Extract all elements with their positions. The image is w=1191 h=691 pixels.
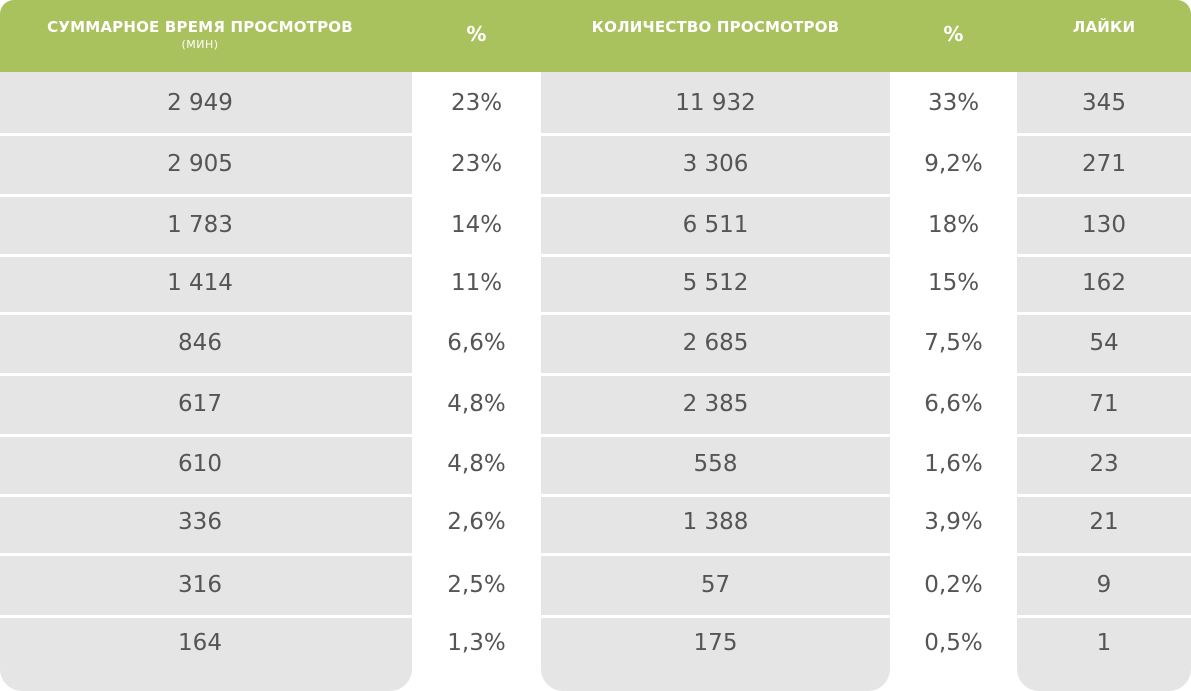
row-divider bbox=[0, 254, 1191, 257]
header-views-title: КОЛИЧЕСТВО ПРОСМОТРОВ bbox=[591, 18, 840, 36]
cell-views-percent: 18% bbox=[927, 212, 980, 238]
cell-likes: 23 bbox=[1089, 451, 1119, 477]
row-divider bbox=[0, 494, 1191, 497]
cell-watch-time-percent: 2,5% bbox=[447, 572, 506, 598]
column-bg-views bbox=[541, 72, 890, 691]
cell-views-percent: 33% bbox=[927, 90, 980, 116]
cell-views: 57 bbox=[700, 572, 731, 598]
cell-watch-time-percent: 4,8% bbox=[447, 451, 506, 477]
cell-likes: 21 bbox=[1089, 509, 1119, 535]
cell-watch-time: 617 bbox=[178, 391, 222, 417]
cell-watch-time: 610 bbox=[178, 451, 222, 477]
cell-watch-time-percent: 6,6% bbox=[447, 330, 506, 356]
header-likes-title: ЛАЙКИ bbox=[1072, 18, 1136, 36]
cell-watch-time: 1 783 bbox=[167, 212, 233, 238]
cell-watch-time: 164 bbox=[178, 630, 222, 656]
header-watch-time: СУММАРНОЕ ВРЕМЯ ПРОСМОТРОВ (МИН) bbox=[0, 0, 400, 72]
row-divider bbox=[0, 373, 1191, 376]
cell-likes: 271 bbox=[1082, 151, 1126, 177]
cell-watch-time: 2 905 bbox=[167, 151, 233, 177]
header-watch-time-percent: % bbox=[412, 0, 541, 72]
cell-views-percent: 7,5% bbox=[924, 330, 983, 356]
cell-watch-time: 316 bbox=[178, 572, 222, 598]
cell-views-percent: 0,5% bbox=[924, 630, 983, 656]
cell-views: 175 bbox=[693, 630, 738, 656]
cell-watch-time-percent: 14% bbox=[450, 212, 503, 238]
row-divider bbox=[0, 434, 1191, 437]
cell-views: 3 306 bbox=[682, 151, 749, 177]
row-divider bbox=[0, 133, 1191, 136]
cell-watch-time-percent: 4,8% bbox=[447, 391, 506, 417]
cell-views-percent: 9,2% bbox=[924, 151, 983, 177]
cell-likes: 345 bbox=[1082, 90, 1126, 116]
cell-views: 6 511 bbox=[682, 212, 749, 238]
header-percent-title: % bbox=[943, 22, 964, 46]
cell-likes: 130 bbox=[1082, 212, 1126, 238]
cell-views: 1 388 bbox=[682, 509, 749, 535]
cell-watch-time-percent: 11% bbox=[450, 270, 503, 296]
cell-watch-time: 846 bbox=[178, 330, 222, 356]
cell-views-percent: 15% bbox=[927, 270, 980, 296]
row-divider bbox=[0, 312, 1191, 315]
cell-views: 2 385 bbox=[682, 391, 749, 417]
cell-watch-time-percent: 2,6% bbox=[447, 509, 506, 535]
column-bg-watch-time bbox=[0, 72, 412, 691]
cell-likes: 1 bbox=[1096, 630, 1112, 656]
row-divider bbox=[0, 194, 1191, 197]
header-views: КОЛИЧЕСТВО ПРОСМОТРОВ bbox=[541, 0, 890, 72]
cell-watch-time-percent: 23% bbox=[450, 90, 503, 116]
cell-views-percent: 3,9% bbox=[924, 509, 983, 535]
header-watch-time-title: СУММАРНОЕ ВРЕМЯ ПРОСМОТРОВ bbox=[47, 18, 353, 36]
cell-likes: 71 bbox=[1089, 391, 1119, 417]
table-header: СУММАРНОЕ ВРЕМЯ ПРОСМОТРОВ (МИН) % КОЛИЧ… bbox=[0, 0, 1191, 72]
cell-likes: 9 bbox=[1096, 572, 1112, 598]
cell-views: 558 bbox=[693, 451, 738, 477]
row-divider bbox=[0, 615, 1191, 618]
row-divider bbox=[0, 553, 1191, 556]
cell-watch-time: 1 414 bbox=[167, 270, 233, 296]
cell-watch-time: 2 949 bbox=[167, 90, 233, 116]
header-views-percent: % bbox=[890, 0, 1017, 72]
cell-views: 2 685 bbox=[682, 330, 749, 356]
column-bg-likes bbox=[1017, 72, 1191, 691]
cell-watch-time-percent: 23% bbox=[450, 151, 503, 177]
cell-views-percent: 1,6% bbox=[924, 451, 983, 477]
cell-views-percent: 6,6% bbox=[924, 391, 983, 417]
header-likes: ЛАЙКИ bbox=[1017, 0, 1191, 72]
cell-watch-time: 336 bbox=[178, 509, 222, 535]
header-watch-time-unit: (МИН) bbox=[181, 38, 219, 51]
cell-likes: 54 bbox=[1089, 330, 1119, 356]
cell-watch-time-percent: 1,3% bbox=[447, 630, 506, 656]
cell-views-percent: 0,2% bbox=[924, 572, 983, 598]
header-percent-title: % bbox=[466, 22, 487, 46]
cell-views: 5 512 bbox=[682, 270, 749, 296]
cell-likes: 162 bbox=[1082, 270, 1126, 296]
cell-views: 11 932 bbox=[675, 90, 756, 116]
